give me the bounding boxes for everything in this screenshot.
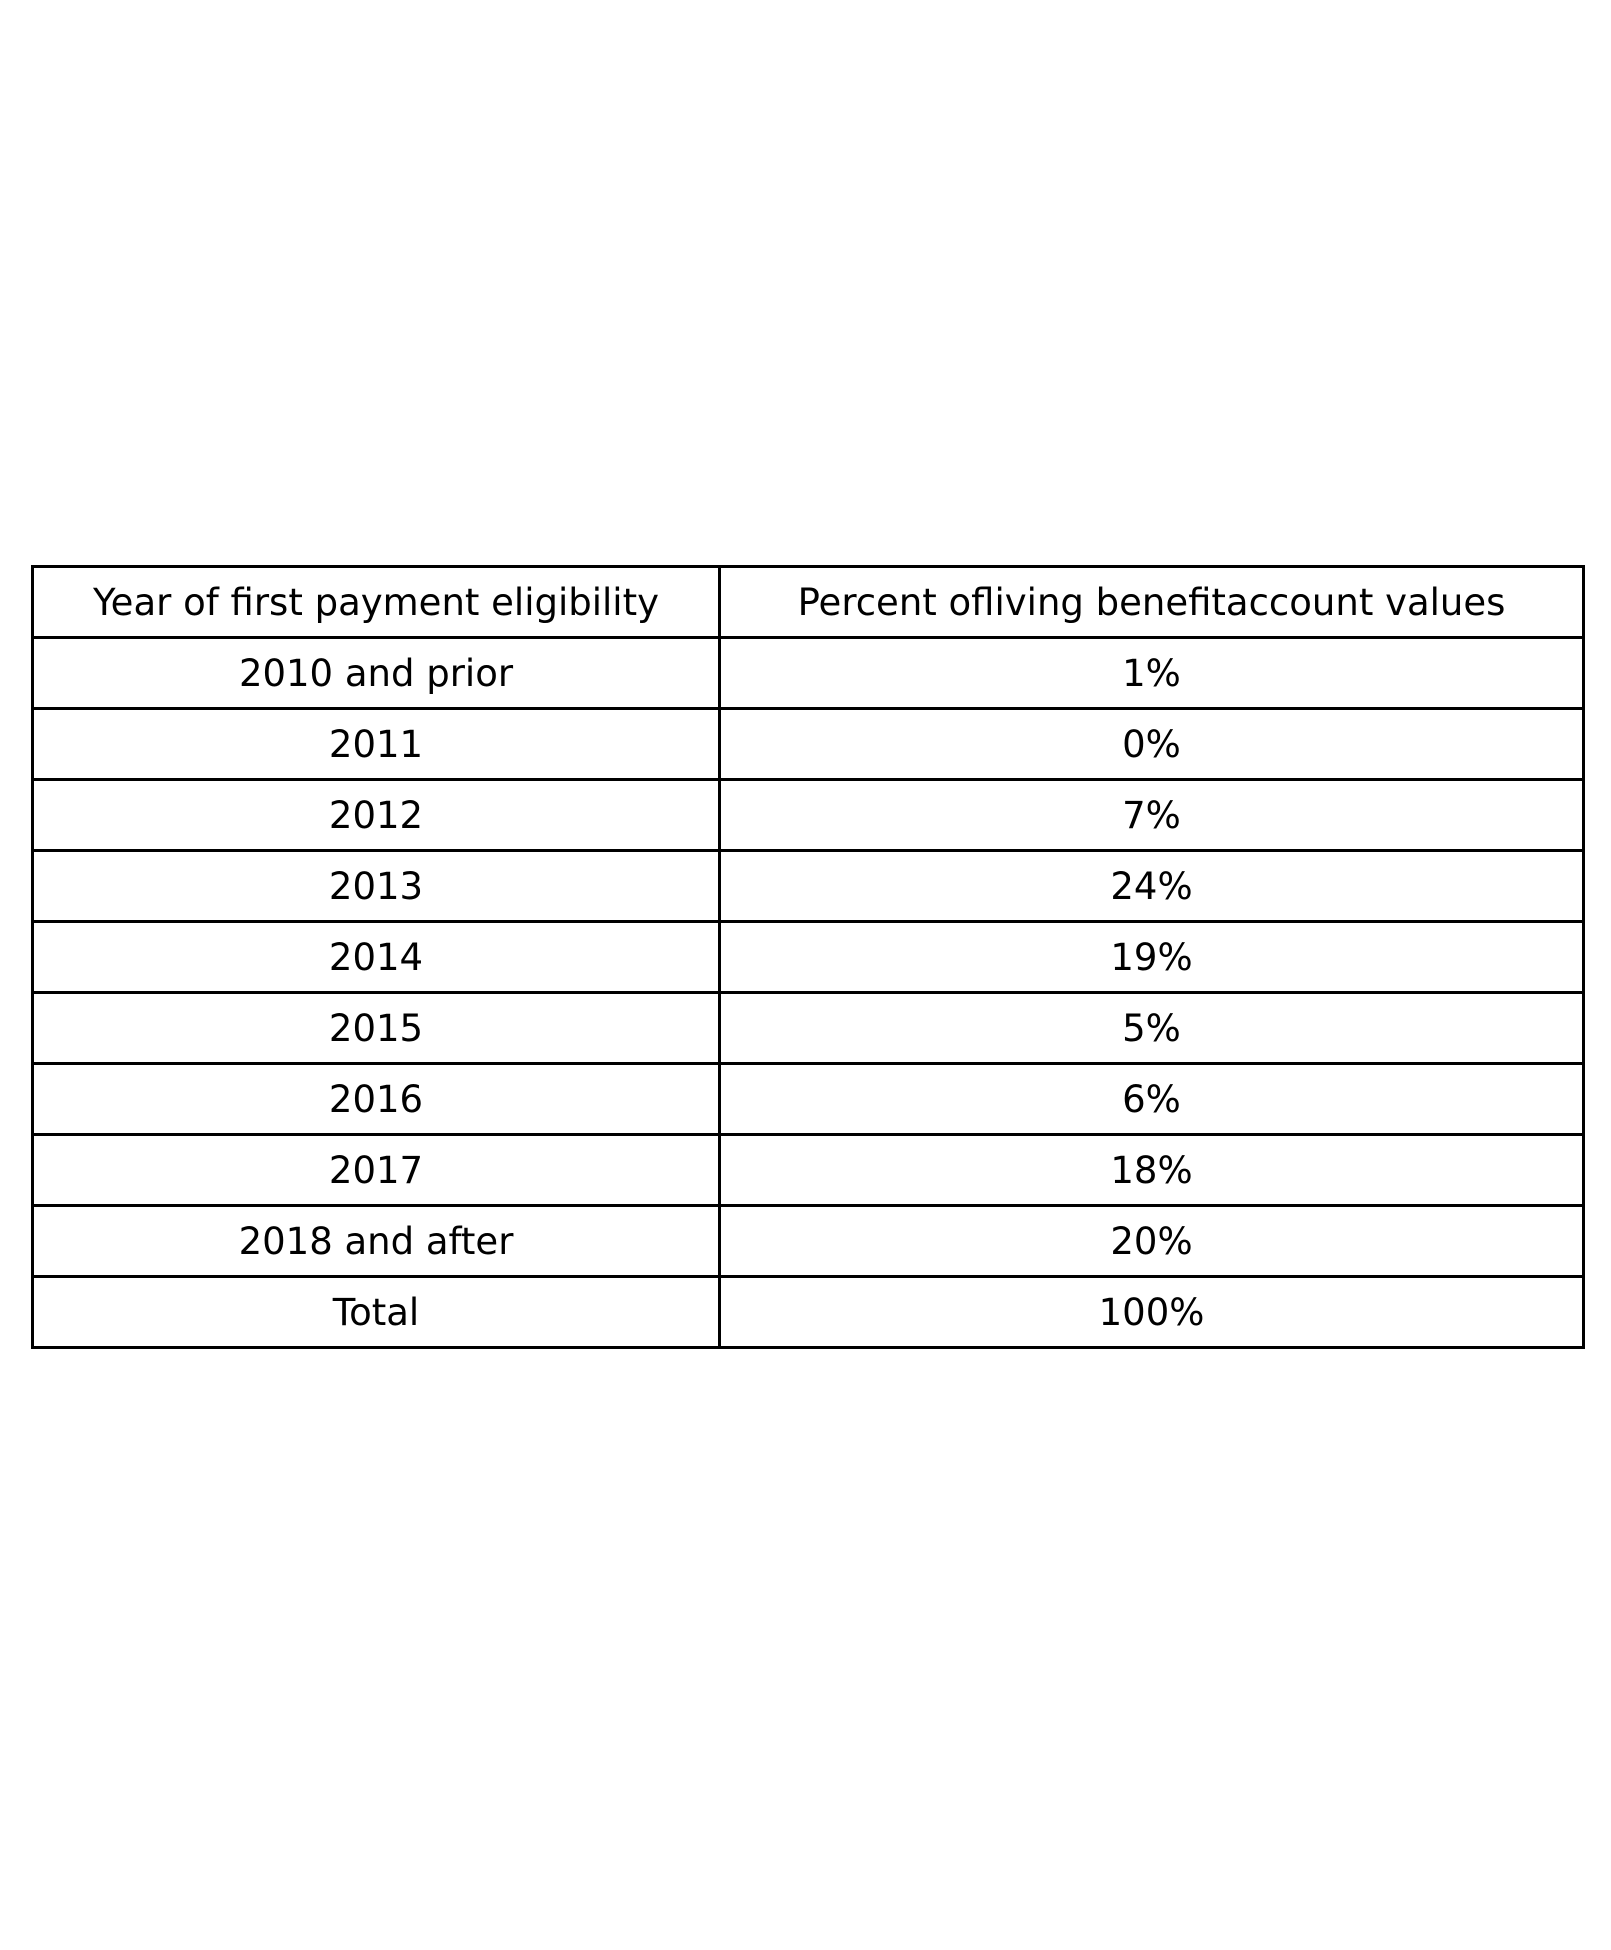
year-cell: 2018 and after [31,1204,721,1278]
table-row: 2016 6% [31,1062,1585,1136]
table-row: 2018 and after 20% [31,1204,1585,1278]
percent-cell: 24% [718,849,1585,923]
table-row: 2011 0% [31,707,1585,781]
table-header-row: Year of first payment eligibility Percen… [31,565,1585,639]
table-row: 2012 7% [31,778,1585,852]
table-row: 2014 19% [31,920,1585,994]
year-cell: 2012 [31,778,721,852]
table-row: 2010 and prior 1% [31,636,1585,710]
header-year: Year of first payment eligibility [31,565,721,639]
year-cell: 2013 [31,849,721,923]
year-cell: 2017 [31,1133,721,1207]
percent-cell: 1% [718,636,1585,710]
year-cell: 2010 and prior [31,636,721,710]
percent-cell: 7% [718,778,1585,852]
percent-cell: 5% [718,991,1585,1065]
percent-cell: 18% [718,1133,1585,1207]
year-cell: 2016 [31,1062,721,1136]
header-percent: Percent ofliving benefitaccount values [718,565,1585,639]
total-percent-cell: 100% [718,1275,1585,1349]
table-row: 2015 5% [31,991,1585,1065]
year-cell: 2011 [31,707,721,781]
year-cell: 2015 [31,991,721,1065]
table-total-row: Total 100% [31,1275,1585,1349]
eligibility-table: Year of first payment eligibility Percen… [31,565,1585,1349]
percent-cell: 6% [718,1062,1585,1136]
year-cell: 2014 [31,920,721,994]
total-label-cell: Total [31,1275,721,1349]
table-row: 2017 18% [31,1133,1585,1207]
percent-cell: 19% [718,920,1585,994]
table-row: 2013 24% [31,849,1585,923]
percent-cell: 0% [718,707,1585,781]
percent-cell: 20% [718,1204,1585,1278]
